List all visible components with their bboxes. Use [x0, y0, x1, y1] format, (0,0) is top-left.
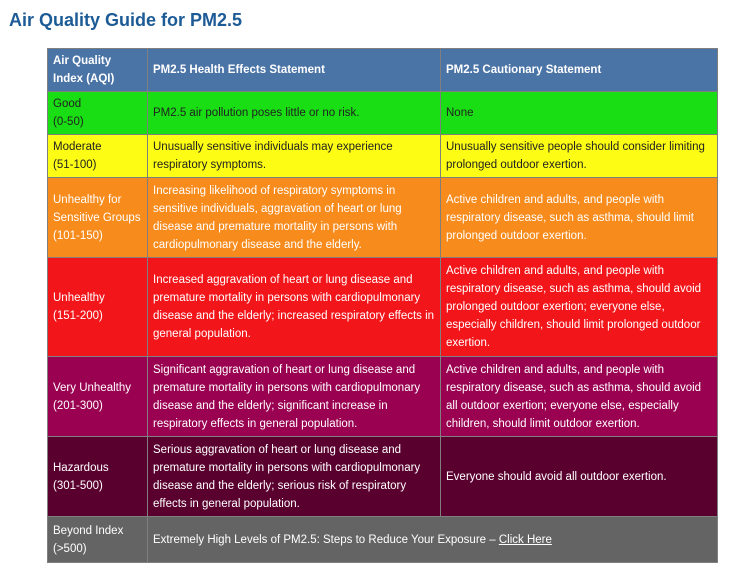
aqi-category: Hazardous (301-500) — [47, 436, 148, 517]
aqi-category: Beyond Index (>500) — [47, 516, 148, 563]
table-row-beyond-index: Beyond Index (>500) Extremely High Level… — [47, 516, 718, 563]
header-aqi-line2: Index (AQI) — [53, 73, 115, 85]
header-health: PM2.5 Health Effects Statement — [147, 48, 441, 92]
aqi-level: Unhealthy — [53, 292, 105, 304]
aqi-level: Beyond Index — [53, 524, 124, 537]
health-effects: Serious aggravation of heart or lung dis… — [147, 436, 441, 517]
health-effects: Unusually sensitive individuals may expe… — [147, 134, 441, 178]
cautionary-statement: None — [440, 91, 718, 135]
health-effects: Increased aggravation of heart or lung d… — [147, 257, 441, 357]
aqi-guide-table: Air Quality Index (AQI) PM2.5 Health Eff… — [47, 48, 718, 563]
header-caution: PM2.5 Cautionary Statement — [440, 48, 718, 92]
aqi-range: (151-200) — [53, 310, 103, 322]
table-row-hazardous: Hazardous (301-500) Serious aggravation … — [47, 436, 718, 517]
aqi-range: (201-300) — [53, 399, 103, 412]
page-title: Air Quality Guide for PM2.5 — [9, 10, 243, 30]
health-effects: Significant aggravation of heart or lung… — [147, 356, 441, 437]
aqi-range: (301-500) — [53, 479, 103, 492]
cautionary-statement: Active children and adults, and people w… — [440, 356, 718, 437]
health-effects: Increasing likelihood of respiratory sym… — [147, 177, 441, 258]
aqi-range: (>500) — [53, 542, 87, 555]
aqi-category: Unhealthy (151-200) — [47, 257, 148, 357]
aqi-range: (51-100) — [53, 159, 97, 171]
table-row-unhealthy-sensitive: Unhealthy for Sensitive Groups (101-150)… — [47, 177, 718, 258]
aqi-category: Very Unhealthy (201-300) — [47, 356, 148, 437]
aqi-range: (101-150) — [53, 229, 103, 242]
cautionary-statement: Active children and adults, and people w… — [440, 177, 718, 258]
table-header-row: Air Quality Index (AQI) PM2.5 Health Eff… — [47, 48, 718, 92]
header-aqi-line1: Air Quality — [53, 55, 112, 67]
aqi-level: Good — [53, 98, 82, 110]
header-aqi: Air Quality Index (AQI) — [47, 48, 148, 92]
beyond-index-text: Extremely High Levels of PM2.5: Steps to… — [153, 533, 499, 546]
beyond-index-message: Extremely High Levels of PM2.5: Steps to… — [147, 516, 718, 563]
table-row-very-unhealthy: Very Unhealthy (201-300) Significant agg… — [47, 356, 718, 437]
aqi-level: Unhealthy for Sensitive Groups — [53, 193, 141, 224]
aqi-range: (0-50) — [53, 116, 84, 128]
cautionary-statement: Everyone should avoid all outdoor exerti… — [440, 436, 718, 517]
health-effects: PM2.5 air pollution poses little or no r… — [147, 91, 441, 135]
aqi-category: Unhealthy for Sensitive Groups (101-150) — [47, 177, 148, 258]
aqi-category: Moderate (51-100) — [47, 134, 148, 178]
click-here-link[interactable]: Click Here — [498, 533, 552, 546]
aqi-level: Hazardous — [53, 461, 109, 474]
table-row-unhealthy: Unhealthy (151-200) Increased aggravatio… — [47, 257, 718, 357]
cautionary-statement: Active children and adults, and people w… — [440, 257, 718, 357]
table-row-moderate: Moderate (51-100) Unusually sensitive in… — [47, 134, 718, 178]
aqi-category: Good (0-50) — [47, 91, 148, 135]
table-row-good: Good (0-50) PM2.5 air pollution poses li… — [47, 91, 718, 135]
cautionary-statement: Unusually sensitive people should consid… — [440, 134, 718, 178]
aqi-level: Very Unhealthy — [53, 381, 131, 394]
aqi-level: Moderate — [53, 141, 102, 153]
